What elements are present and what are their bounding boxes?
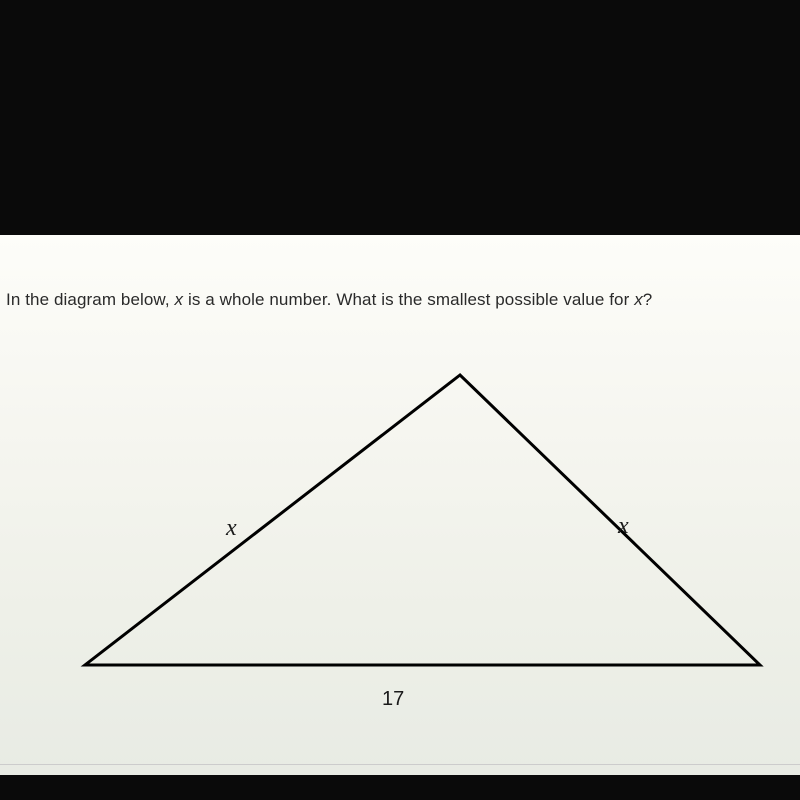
triangle-shape bbox=[50, 345, 800, 705]
triangle-diagram: x x 17 bbox=[0, 345, 800, 765]
question-var2: x bbox=[634, 290, 643, 309]
triangle-polygon bbox=[85, 375, 760, 665]
right-side-label: x bbox=[618, 513, 629, 540]
question-var1: x bbox=[175, 290, 184, 309]
base-label: 17 bbox=[382, 688, 404, 711]
question-suffix: ? bbox=[643, 290, 653, 309]
divider-line bbox=[0, 764, 800, 765]
question-text: In the diagram below, x is a whole numbe… bbox=[0, 290, 800, 310]
left-side-label: x bbox=[226, 515, 237, 542]
question-mid: is a whole number. What is the smallest … bbox=[183, 290, 634, 309]
photo-black-bar-top bbox=[0, 0, 800, 235]
question-prefix: In the diagram below, bbox=[6, 290, 175, 309]
worksheet-content: In the diagram below, x is a whole numbe… bbox=[0, 235, 800, 775]
photo-black-bar-bottom bbox=[0, 775, 800, 800]
